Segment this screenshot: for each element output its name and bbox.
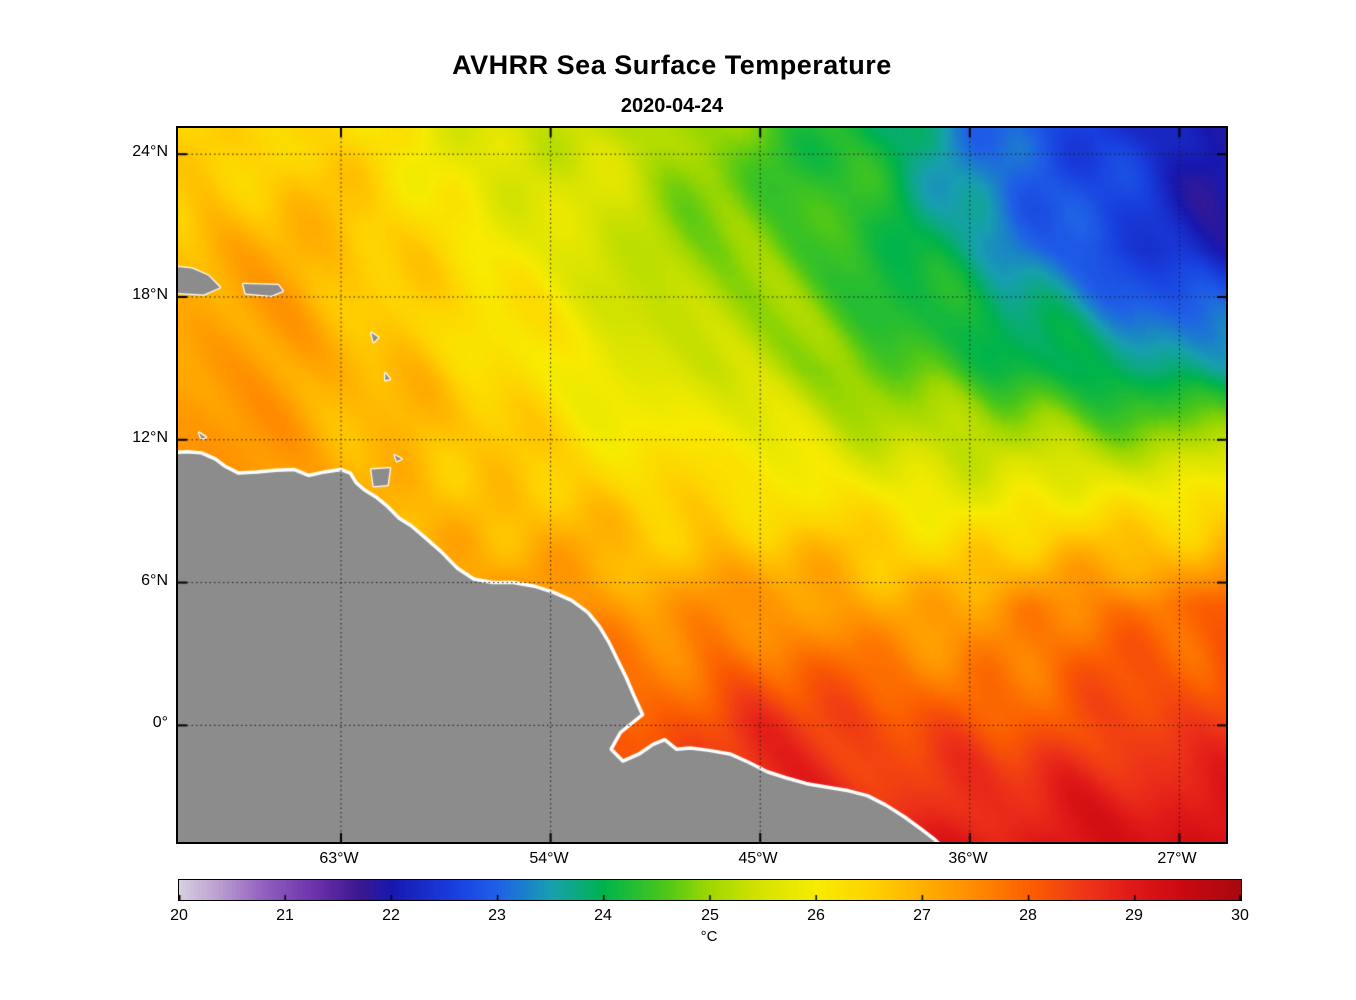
colorbar-tick-21: 21 — [276, 907, 294, 924]
colorbar-tick-27: 27 — [913, 907, 931, 924]
colorbar-tick-25: 25 — [701, 907, 719, 924]
colorbar-tick-20: 20 — [170, 907, 188, 924]
y-tick-label-24n: 24°N — [132, 143, 168, 160]
y-tick-label-6n: 6°N — [141, 572, 168, 589]
colorbar-tick-26: 26 — [807, 907, 825, 924]
map-plot-area — [176, 126, 1228, 844]
figure-subtitle: 2020-04-24 — [620, 95, 724, 117]
colorbar — [178, 879, 1242, 901]
y-tick-label-18n: 18°N — [132, 286, 168, 303]
x-tick-label-45w: 45°W — [738, 850, 778, 867]
x-tick-label-63w: 63°W — [319, 850, 359, 867]
colorbar-tick-22: 22 — [382, 907, 400, 924]
sst-heatmap-canvas — [178, 128, 1226, 842]
colorbar-tick-23: 23 — [488, 907, 506, 924]
figure-title: AVHRR Sea Surface Temperature — [452, 50, 892, 80]
x-tick-label-27w: 27°W — [1157, 850, 1197, 867]
y-tick-label-12n: 12°N — [132, 429, 168, 446]
colorbar-tick-24: 24 — [594, 907, 612, 924]
colorbar-tick-29: 29 — [1125, 907, 1143, 924]
colorbar-tick-28: 28 — [1019, 907, 1037, 924]
y-tick-label-0: 0° — [152, 714, 168, 731]
x-tick-label-54w: 54°W — [529, 850, 569, 867]
x-tick-label-36w: 36°W — [948, 850, 988, 867]
colorbar-units-label: °C — [700, 928, 718, 945]
colorbar-canvas — [179, 880, 1241, 900]
colorbar-tick-30: 30 — [1231, 907, 1249, 924]
